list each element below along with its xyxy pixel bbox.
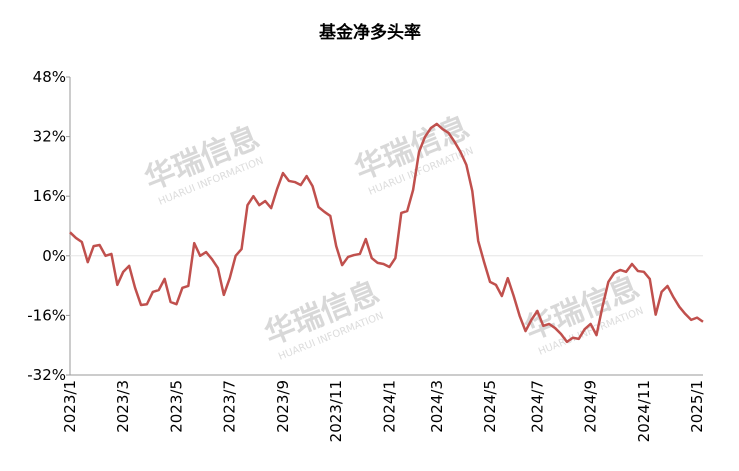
x-tick-label: 2024/11 xyxy=(635,380,653,442)
x-tick-label: 2024/7 xyxy=(528,380,546,433)
watermarks: 华瑞信息 HUARUI INFORMATION 华瑞信息 HUARUI INFO… xyxy=(140,110,645,363)
x-tick-label: 2023/1 xyxy=(61,380,79,433)
x-tick-label: 2023/7 xyxy=(221,380,239,433)
y-tick-label: 0% xyxy=(42,247,66,265)
data-line xyxy=(69,122,704,344)
x-tick-label: 2025/1 xyxy=(688,380,706,433)
x-tick-label: 2024/9 xyxy=(582,380,600,433)
x-tick-label: 2024/3 xyxy=(428,380,446,433)
y-tick-label: 48% xyxy=(33,68,66,86)
x-tick-label: 2023/5 xyxy=(167,380,185,433)
y-tick-label: -32% xyxy=(27,366,66,384)
y-tick-label: -16% xyxy=(27,306,66,324)
y-tick-label: 16% xyxy=(33,187,66,205)
x-tick-label: 2023/11 xyxy=(327,380,345,442)
y-tick-label: 32% xyxy=(33,128,66,146)
x-tick-label: 2023/9 xyxy=(274,380,292,433)
x-tick-label: 2024/5 xyxy=(481,380,499,433)
chart-title: 基金净多头率 xyxy=(318,22,421,43)
x-tick-label: 2023/3 xyxy=(114,380,132,433)
x-tick-label: 2024/1 xyxy=(380,380,398,433)
